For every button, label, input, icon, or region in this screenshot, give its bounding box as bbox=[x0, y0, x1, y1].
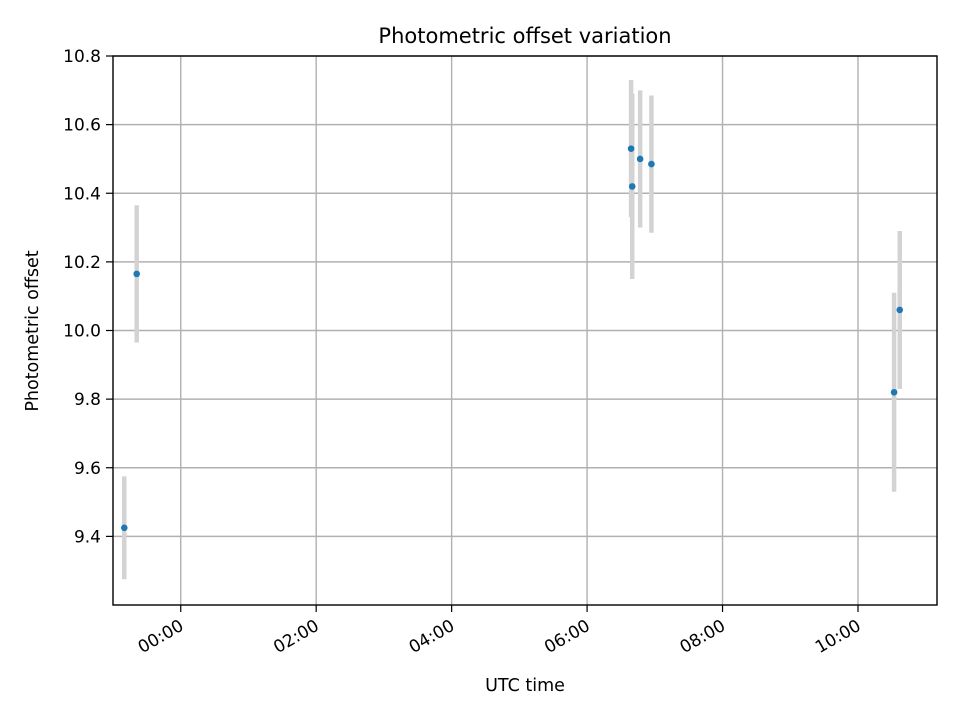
x-tick-label: 06:00 bbox=[541, 616, 593, 658]
data-point bbox=[120, 524, 128, 532]
data-points bbox=[120, 145, 904, 532]
x-tick-label: 10:00 bbox=[812, 616, 864, 658]
data-point bbox=[648, 160, 655, 168]
y-tick-label: 10.4 bbox=[63, 184, 101, 204]
x-tick-label: 02:00 bbox=[270, 616, 322, 658]
y-axis-label: Photometric offset bbox=[23, 250, 43, 411]
x-axis-ticks: 00:00 02:00 04:00 06:00 08:00 10:00 bbox=[135, 605, 864, 658]
y-axis-ticks: 9.4 9.6 9.8 10.0 10.2 10.4 10.6 10.8 bbox=[63, 47, 113, 547]
error-bars bbox=[122, 80, 903, 580]
x-tick-label: 04:00 bbox=[406, 616, 458, 658]
y-tick-label: 10.8 bbox=[63, 47, 101, 67]
data-point bbox=[133, 270, 141, 278]
grid bbox=[113, 55, 937, 605]
data-point bbox=[627, 145, 635, 152]
y-tick-label: 10.2 bbox=[63, 253, 101, 273]
y-tick-label: 9.4 bbox=[74, 527, 101, 547]
data-point bbox=[628, 183, 636, 190]
data-point bbox=[636, 155, 644, 163]
chart-title: Photometric offset variation bbox=[378, 24, 671, 48]
x-axis-label: UTC time bbox=[485, 676, 565, 696]
y-tick-label: 10.0 bbox=[63, 322, 101, 342]
y-tick-label: 10.6 bbox=[63, 116, 101, 136]
x-tick-label: 00:00 bbox=[135, 616, 187, 658]
data-point bbox=[890, 388, 898, 396]
data-point bbox=[896, 306, 904, 314]
x-tick-label: 08:00 bbox=[677, 616, 729, 658]
y-tick-label: 9.6 bbox=[74, 459, 101, 479]
y-tick-label: 9.8 bbox=[74, 390, 101, 410]
